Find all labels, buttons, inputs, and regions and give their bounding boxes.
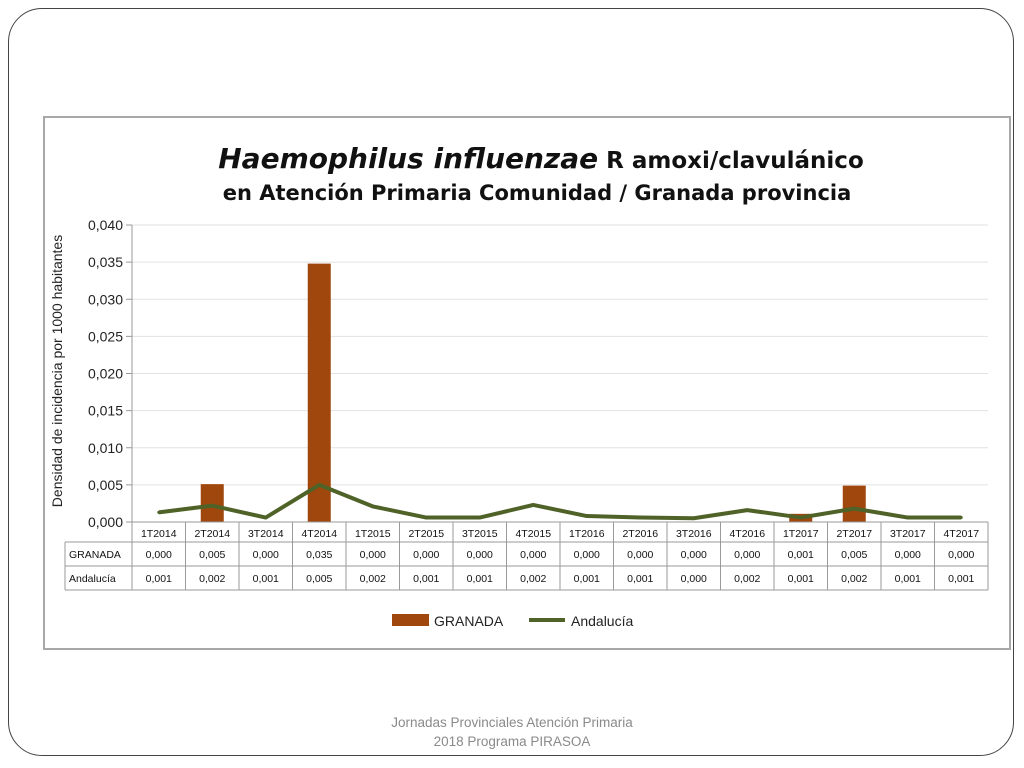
data-label: 0,001 bbox=[146, 573, 172, 585]
point-andalucia-1T2016 bbox=[585, 514, 589, 518]
data-label: 0,002 bbox=[734, 573, 760, 585]
x-tick-label: 1T2016 bbox=[569, 528, 605, 540]
x-tick-label: 4T2017 bbox=[943, 528, 979, 540]
data-label: 0,000 bbox=[146, 549, 172, 561]
point-andalucia-1T2017 bbox=[799, 516, 803, 520]
data-label: 0,005 bbox=[306, 573, 332, 585]
data-label: 0,000 bbox=[413, 549, 439, 561]
table-row-header: Andalucía bbox=[69, 573, 116, 585]
data-label: 0,000 bbox=[520, 549, 546, 561]
data-label: 0,000 bbox=[734, 549, 760, 561]
data-label: 0,001 bbox=[627, 573, 653, 585]
x-tick-label: 3T2014 bbox=[248, 528, 284, 540]
point-andalucia-2T2015 bbox=[424, 516, 428, 520]
footer-line-2: 2018 Programa PIRASOA bbox=[433, 734, 591, 749]
chart-svg: Haemophilus influenzae R amoxi/clavuláni… bbox=[49, 142, 989, 629]
y-tick-label: 0,015 bbox=[88, 403, 123, 419]
data-label: 0,000 bbox=[681, 573, 707, 585]
data-label: 0,000 bbox=[627, 549, 653, 561]
data-label: 0,000 bbox=[360, 549, 386, 561]
chart-title-rest: R amoxi/clavulánico bbox=[598, 148, 864, 174]
point-andalucia-1T2015 bbox=[371, 504, 375, 508]
y-tick-label: 0,010 bbox=[88, 440, 123, 456]
bar-granada-2T2017 bbox=[842, 485, 866, 522]
data-label: 0,001 bbox=[467, 573, 493, 585]
y-tick-label: 0,035 bbox=[88, 254, 123, 270]
bar-granada-4T2014 bbox=[307, 263, 331, 522]
x-tick-label: 4T2015 bbox=[515, 528, 551, 540]
y-tick-label: 0,000 bbox=[88, 514, 123, 530]
point-andalucia-2T2016 bbox=[638, 516, 642, 520]
chart-title: Haemophilus influenzae R amoxi/clavuláni… bbox=[218, 142, 864, 175]
legend-swatch-granada bbox=[392, 614, 429, 626]
data-label: 0,001 bbox=[574, 573, 600, 585]
gridlines bbox=[132, 224, 988, 486]
point-andalucia-4T2015 bbox=[531, 503, 535, 507]
data-label: 0,000 bbox=[253, 549, 279, 561]
y-axis: 0,000 0,005 0,010 0,015 0,020 0,025 0,030 0,035… bbox=[88, 217, 133, 530]
data-label: 0,001 bbox=[253, 573, 279, 585]
y-tick-label: 0,030 bbox=[88, 291, 123, 307]
x-tick-label: 3T2016 bbox=[676, 528, 712, 540]
y-tick-label: 0,005 bbox=[88, 477, 123, 493]
line-series bbox=[157, 482, 963, 521]
x-tick-label: 2T2014 bbox=[194, 528, 230, 540]
data-label: 0,001 bbox=[788, 549, 814, 561]
table-row-header: GRANADA bbox=[69, 549, 121, 561]
x-tick-label: 2T2017 bbox=[836, 528, 872, 540]
point-andalucia-1T2014 bbox=[157, 510, 161, 514]
legend: GRANADA Andalucía bbox=[392, 613, 633, 629]
x-tick-label: 1T2017 bbox=[783, 528, 819, 540]
x-tick-label: 1T2014 bbox=[141, 528, 177, 540]
x-tick-label: 4T2014 bbox=[301, 528, 337, 540]
data-label: 0,001 bbox=[948, 573, 974, 585]
data-label: 0,002 bbox=[199, 573, 225, 585]
data-label: 0,001 bbox=[788, 573, 814, 585]
chart-subtitle: en Atención Primaria Comunidad / Granada… bbox=[223, 181, 852, 205]
data-label: 0,000 bbox=[574, 549, 600, 561]
y-tick-label: 0,040 bbox=[88, 217, 123, 233]
line-andalucia bbox=[158, 482, 962, 521]
legend-label-andalucia: Andalucía bbox=[571, 613, 633, 629]
point-andalucia-4T2014 bbox=[317, 483, 321, 487]
data-label: 0,035 bbox=[306, 549, 332, 561]
y-tick-label: 0,020 bbox=[88, 366, 123, 382]
bar-series bbox=[200, 263, 866, 522]
data-label: 0,005 bbox=[199, 549, 225, 561]
data-label: 0,000 bbox=[467, 549, 493, 561]
chart-area: Haemophilus influenzae R amoxi/clavuláni… bbox=[43, 116, 1011, 650]
legend-label-granada: GRANADA bbox=[434, 613, 504, 629]
point-andalucia-2T2014 bbox=[210, 504, 214, 508]
point-andalucia-3T2016 bbox=[692, 516, 696, 520]
chart-title-italic: Haemophilus influenzae bbox=[218, 142, 598, 175]
data-label: 0,000 bbox=[948, 549, 974, 561]
data-label: 0,001 bbox=[413, 573, 439, 585]
x-tick-label: 2T2015 bbox=[408, 528, 444, 540]
x-tick-label: 3T2015 bbox=[462, 528, 498, 540]
data-label: 0,000 bbox=[895, 549, 921, 561]
data-label: 0,000 bbox=[681, 549, 707, 561]
data-label: 0,002 bbox=[841, 573, 867, 585]
footer: Jornadas Provinciales Atención Primaria … bbox=[312, 713, 712, 751]
bar-granada-2T2014 bbox=[200, 484, 224, 522]
point-andalucia-3T2014 bbox=[264, 516, 268, 520]
data-table: 1T2014 2T2014 3T2014 4T2014 1T2015 2T2015 3T20… bbox=[64, 521, 989, 591]
y-tick-label: 0,025 bbox=[88, 328, 123, 344]
footer-line-1: Jornadas Provinciales Atención Primaria bbox=[391, 715, 633, 730]
data-label: 0,002 bbox=[360, 573, 386, 585]
point-andalucia-4T2017 bbox=[959, 516, 963, 520]
data-label: 0,001 bbox=[895, 573, 921, 585]
data-label: 0,005 bbox=[841, 549, 867, 561]
x-tick-label: 2T2016 bbox=[622, 528, 658, 540]
data-label: 0,002 bbox=[520, 573, 546, 585]
point-andalucia-4T2016 bbox=[745, 508, 749, 512]
x-tick-label: 1T2015 bbox=[355, 528, 391, 540]
x-tick-label: 4T2016 bbox=[729, 528, 765, 540]
point-andalucia-3T2017 bbox=[906, 516, 910, 520]
point-andalucia-3T2015 bbox=[478, 516, 482, 520]
x-tick-label: 3T2017 bbox=[890, 528, 926, 540]
y-axis-label: Densidad de incidencia por 1000 habitant… bbox=[49, 235, 65, 507]
point-andalucia-2T2017 bbox=[852, 507, 856, 511]
